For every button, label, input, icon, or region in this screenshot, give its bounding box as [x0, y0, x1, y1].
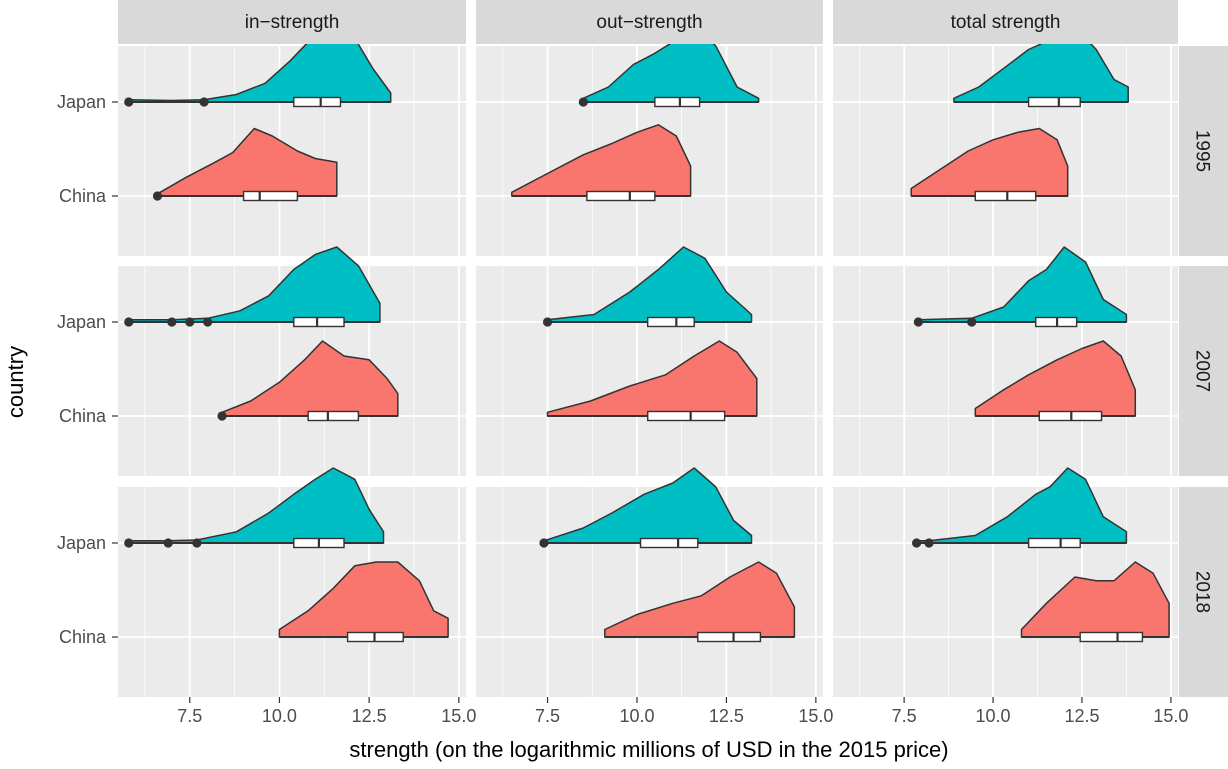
y-tick-label: Japan — [57, 92, 106, 112]
box-japan — [294, 98, 341, 107]
outlier-point-japan — [967, 317, 976, 326]
row-strip-label: 2007 — [1192, 350, 1213, 392]
outlier-point-japan — [579, 97, 588, 106]
x-tick-label: 15.0 — [798, 706, 833, 726]
box-china — [1080, 633, 1142, 642]
box-japan — [1029, 98, 1081, 107]
box-japan — [294, 318, 344, 327]
box-japan — [641, 539, 698, 548]
y-tick-label: China — [59, 186, 107, 206]
y-tick-label: China — [59, 627, 107, 647]
x-tick-label: 7.5 — [177, 706, 202, 726]
x-tick-label: 10.0 — [619, 706, 654, 726]
outlier-point-japan — [124, 97, 133, 106]
box-china — [648, 412, 725, 421]
outlier-point-japan — [185, 317, 194, 326]
column-strip-label: out−strength — [596, 12, 702, 33]
outlier-point-japan — [539, 538, 548, 547]
box-china — [244, 192, 298, 201]
box-japan — [1029, 539, 1081, 548]
x-tick-label: 15.0 — [1153, 706, 1188, 726]
outlier-point-china — [153, 191, 162, 200]
x-tick-label: 10.0 — [262, 706, 297, 726]
y-tick-label: China — [59, 406, 107, 426]
x-tick-label: 12.5 — [1064, 706, 1099, 726]
box-china — [975, 192, 1035, 201]
row-strip-label: 1995 — [1192, 130, 1213, 172]
box-japan — [648, 318, 695, 327]
outlier-point-japan — [192, 538, 201, 547]
box-japan — [655, 98, 700, 107]
outlier-point-japan — [124, 317, 133, 326]
y-axis-title: country — [3, 346, 28, 418]
x-tick-label: 15.0 — [441, 706, 476, 726]
row-strip-label: 2018 — [1192, 571, 1213, 613]
x-tick-label: 12.5 — [709, 706, 744, 726]
outlier-point-japan — [200, 97, 209, 106]
outlier-point-japan — [543, 317, 552, 326]
outlier-point-japan — [924, 538, 933, 547]
outlier-point-japan — [167, 317, 176, 326]
outlier-point-japan — [124, 538, 133, 547]
column-strip-label: total strength — [951, 12, 1061, 33]
x-tick-label: 12.5 — [352, 706, 387, 726]
outlier-point-japan — [164, 538, 173, 547]
y-tick-label: Japan — [57, 312, 106, 332]
x-tick-label: 7.5 — [892, 706, 917, 726]
outlier-point-japan — [914, 317, 923, 326]
outlier-point-china — [217, 411, 226, 420]
y-tick-label: Japan — [57, 533, 106, 553]
outlier-point-japan — [912, 538, 921, 547]
box-china — [587, 192, 655, 201]
x-tick-label: 10.0 — [976, 706, 1011, 726]
box-china — [308, 412, 358, 421]
panels-layer — [118, 27, 1178, 697]
column-strip-label: in−strength — [245, 12, 340, 33]
x-axis-title: strength (on the logarithmic millions of… — [349, 737, 948, 762]
x-tick-label: 7.5 — [535, 706, 560, 726]
box-china — [698, 633, 761, 642]
outlier-point-japan — [203, 317, 212, 326]
